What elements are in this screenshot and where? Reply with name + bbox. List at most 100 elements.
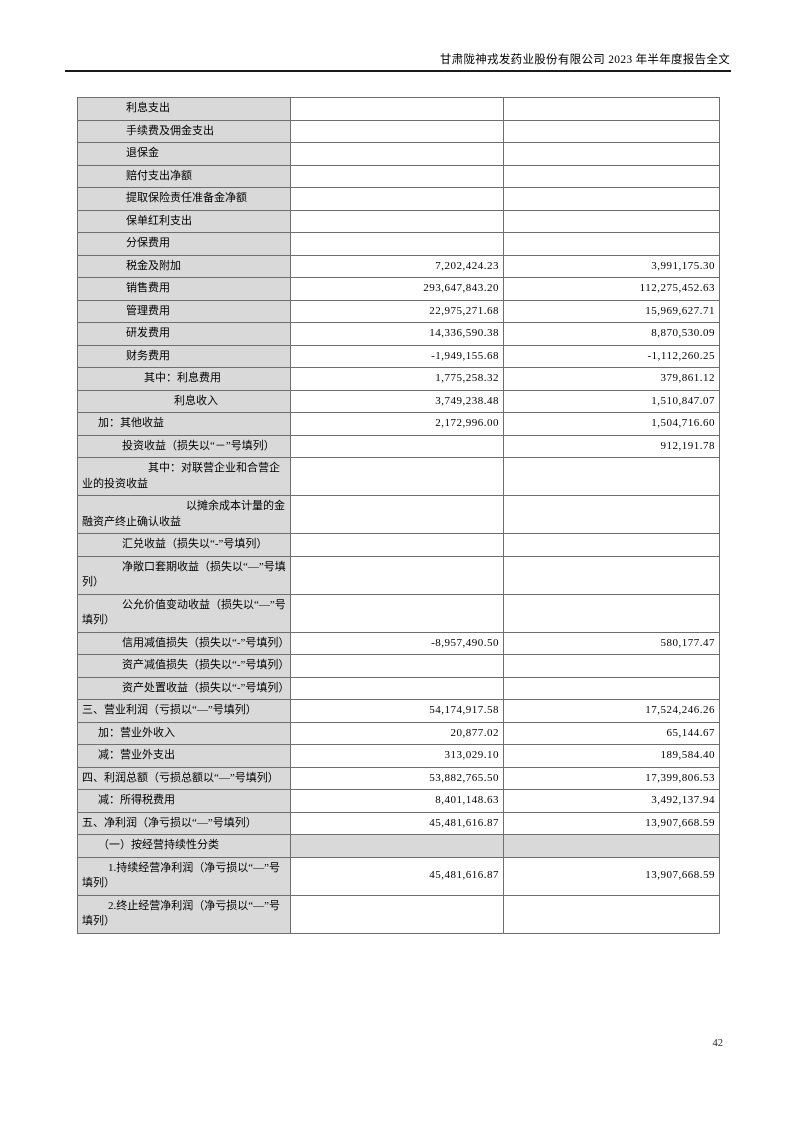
page-number: 42 [712,1038,724,1049]
value-current-period [290,164,504,188]
table-row: 1.持续经营净利润（净亏损以“—”号填列） 45,481,616.87 13,9… [77,856,720,896]
value-prior-period: 3,991,175.30 [503,254,720,278]
value-prior-period: 912,191.78 [503,434,720,458]
row-label: 销售费用 [77,277,291,301]
value-current-period: 45,481,616.87 [290,811,504,835]
value-current-period: 8,401,148.63 [290,789,504,813]
value-prior-period: 1,510,847.07 [503,389,720,413]
row-label: 资产处置收益（损失以“-”号填列） [77,676,291,700]
value-current-period [290,434,504,458]
value-prior-period: 17,524,246.26 [503,699,720,723]
value-prior-period: 112,275,452.63 [503,277,720,301]
header-divider [65,70,731,72]
value-prior-period [503,834,720,858]
table-row: 利息收入 3,749,238.48 1,510,847.07 [77,389,720,413]
value-current-period [290,593,504,633]
table-row: 加：其他收益 2,172,996.00 1,504,716.60 [77,412,720,436]
value-current-period: 2,172,996.00 [290,412,504,436]
row-label: 利息收入 [77,389,291,413]
row-label: 其中：对联营企业和合营企业的投资收益 [77,457,291,496]
table-row: 汇兑收益（损失以“-”号填列） [77,533,720,557]
value-current-period: 22,975,271.68 [290,299,504,323]
income-statement-table-wrap: 利息支出 手续费及佣金支出 退保金 赔付支出净额 提取保险责任准备金净额 保单红… [77,97,720,934]
row-label: 信用减值损失（损失以“-”号填列） [77,631,291,655]
report-header-title: 甘肃陇神戎发药业股份有限公司 2023 年半年度报告全文 [439,54,730,66]
value-current-period [290,97,504,121]
table-row: 利息支出 [77,97,720,121]
row-label: 资产减值损失（损失以“-”号填列） [77,654,291,678]
table-row: 销售费用 293,647,843.20 112,275,452.63 [77,277,720,301]
value-prior-period [503,457,720,496]
row-label: 四、利润总额（亏损总额以“—”号填列） [77,766,291,790]
value-prior-period [503,142,720,166]
value-prior-period: 65,144.67 [503,721,720,745]
table-row: 财务费用 -1,949,155.68 -1,112,260.25 [77,344,720,368]
value-current-period [290,676,504,700]
value-current-period [290,894,504,934]
table-row: 四、利润总额（亏损总额以“—”号填列） 53,882,765.50 17,399… [77,766,720,790]
row-label: 公允价值变动收益（损失以“—”号填列） [77,593,291,633]
row-label: 赔付支出净额 [77,164,291,188]
value-prior-period: 17,399,806.53 [503,766,720,790]
value-prior-period: 189,584.40 [503,744,720,768]
value-current-period [290,232,504,256]
value-current-period: 45,481,616.87 [290,856,504,896]
table-row: 三、营业利润（亏损以“—”号填列） 54,174,917.58 17,524,2… [77,699,720,723]
row-label: 投资收益（损失以“－”号填列） [77,434,291,458]
value-current-period [290,187,504,211]
value-current-period: 1,775,258.32 [290,367,504,391]
value-current-period [290,119,504,143]
value-current-period [290,654,504,678]
table-row: （一）按经营持续性分类 [77,834,720,858]
value-prior-period: 13,907,668.59 [503,811,720,835]
row-label: 减：所得税费用 [77,789,291,813]
table-row: 其中：利息费用 1,775,258.32 379,861.12 [77,367,720,391]
row-label: 三、营业利润（亏损以“—”号填列） [77,699,291,723]
table-row: 保单红利支出 [77,209,720,233]
value-prior-period: 8,870,530.09 [503,322,720,346]
value-prior-period [503,495,720,534]
row-label: 手续费及佣金支出 [77,119,291,143]
value-current-period: 54,174,917.58 [290,699,504,723]
value-current-period [290,209,504,233]
value-current-period: 20,877.02 [290,721,504,745]
value-prior-period: 379,861.12 [503,367,720,391]
value-prior-period [503,97,720,121]
row-label: 1.持续经营净利润（净亏损以“—”号填列） [77,856,291,896]
table-row: 2.终止经营净利润（净亏损以“—”号填列） [77,894,720,934]
value-current-period: -1,949,155.68 [290,344,504,368]
table-row: 净敞口套期收益（损失以“—”号填列） [77,555,720,595]
value-prior-period [503,654,720,678]
value-current-period: 53,882,765.50 [290,766,504,790]
row-label: 减：营业外支出 [77,744,291,768]
table-row: 公允价值变动收益（损失以“—”号填列） [77,593,720,633]
value-current-period [290,142,504,166]
table-row: 投资收益（损失以“－”号填列） 912,191.78 [77,434,720,458]
value-current-period: 7,202,424.23 [290,254,504,278]
row-label: 2.终止经营净利润（净亏损以“—”号填列） [77,894,291,934]
table-row: 资产减值损失（损失以“-”号填列） [77,654,720,678]
value-current-period [290,555,504,595]
income-statement-table: 利息支出 手续费及佣金支出 退保金 赔付支出净额 提取保险责任准备金净额 保单红… [77,97,720,934]
value-prior-period: 1,504,716.60 [503,412,720,436]
row-label: 加：营业外收入 [77,721,291,745]
table-row: 资产处置收益（损失以“-”号填列） [77,676,720,700]
row-label: 退保金 [77,142,291,166]
value-current-period: 3,749,238.48 [290,389,504,413]
row-label: （一）按经营持续性分类 [77,834,291,858]
row-label: 以摊余成本计量的金融资产终止确认收益 [77,495,291,534]
value-prior-period: 3,492,137.94 [503,789,720,813]
row-label: 加：其他收益 [77,412,291,436]
row-label: 保单红利支出 [77,209,291,233]
value-prior-period: 13,907,668.59 [503,856,720,896]
table-row: 提取保险责任准备金净额 [77,187,720,211]
table-row: 五、净利润（净亏损以“—”号填列） 45,481,616.87 13,907,6… [77,811,720,835]
table-row: 管理费用 22,975,271.68 15,969,627.71 [77,299,720,323]
row-label: 管理费用 [77,299,291,323]
value-current-period: 14,336,590.38 [290,322,504,346]
value-prior-period [503,533,720,557]
table-row: 手续费及佣金支出 [77,119,720,143]
table-row: 其中：对联营企业和合营企业的投资收益 [77,457,720,496]
value-prior-period [503,894,720,934]
